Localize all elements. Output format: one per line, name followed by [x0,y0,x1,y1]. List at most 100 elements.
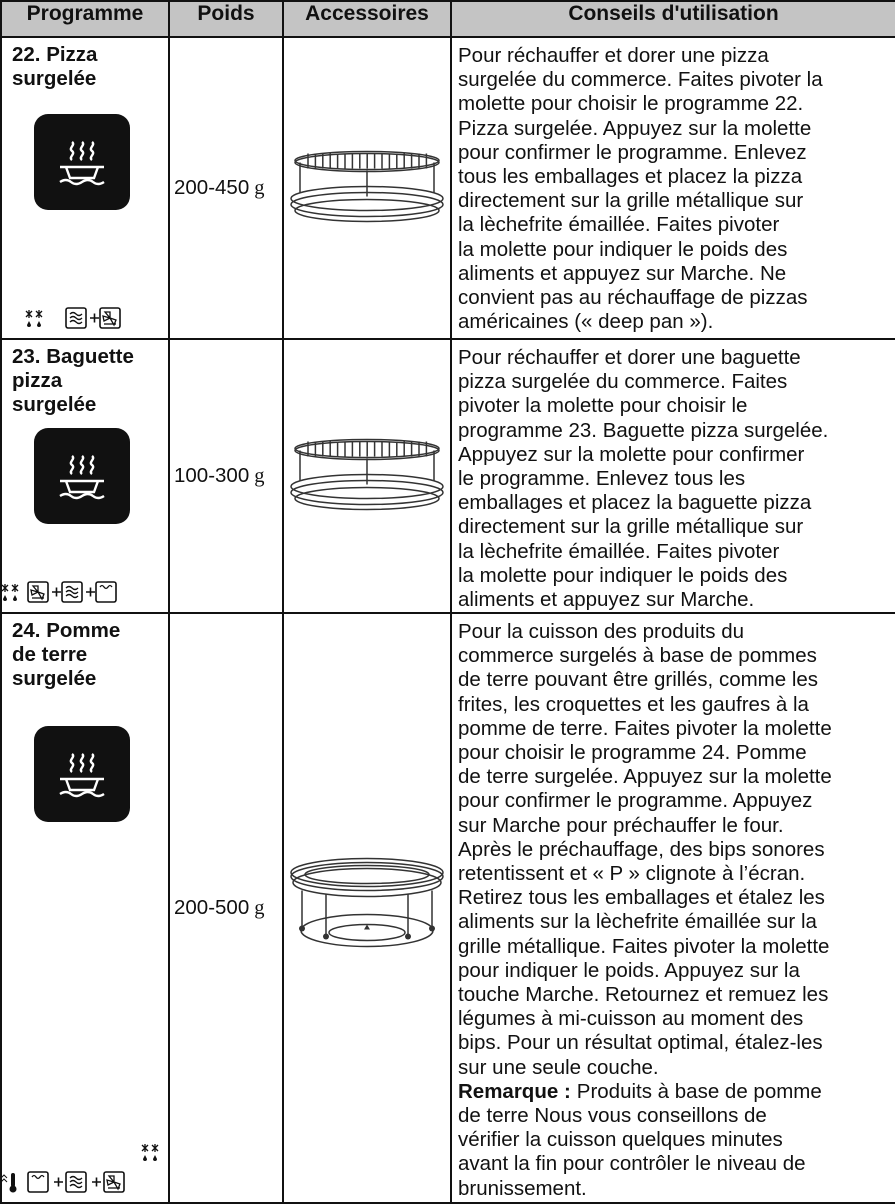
accessory [286,429,448,524]
advice-line: la molette pour indiquer le poids des [458,237,788,261]
cell: 22. Pizza surgelée [0,36,170,340]
accessory [286,851,448,966]
advice-line: Pour réchauffer et dorer une baguette [458,346,801,369]
advice-line: directement sur la grille métallique sur [458,189,804,213]
weight: 200-500 g [174,896,264,920]
advice-line: grille métallique. Faites pivoter la mol… [458,934,830,958]
programme-icon [34,114,130,210]
note-line: Remarque : Produits à base de pomme [458,1080,891,1104]
advice-line: retentissent et « P » clignote à l’écran… [458,862,806,886]
header-cell: Accessoires [282,0,452,38]
header-row: Programme Poids Accessoires Conseils d'u… [0,0,895,38]
advice-line: de terre pouvant être grillés, comme les [458,668,819,692]
advice-line: la lèchefrite émaillée. Faites pivoter [458,539,780,563]
advice-line: pour choisir le programme 24. Pomme [458,741,807,765]
weight: 200-450 g [174,176,264,200]
programme-cell: 22. Pizza surgelée [2,38,168,338]
table-body: 22. Pizza surgelée 200-450 g Pour réchauffer… [0,36,895,1204]
note-line: avant la fin pour contrôler le niveau de [458,1152,806,1176]
weight-value: 200-450 [174,176,250,199]
programme-icon-wrap [34,428,130,529]
advice-line: pomme de terre. Faites pivoter la molett… [458,716,832,740]
cell: 24. Pomme de terre surgelée [0,612,170,1204]
advice-line: sur une seule couche. [458,1055,659,1079]
advice-line: frites, les croquettes et les gaufres à … [458,692,809,716]
advice-line: Pizza surgelée. Appuyez sur la molette [458,116,812,140]
advice-line: directement sur la grille métallique sur [458,515,804,539]
accessory-cell [284,340,450,612]
programme-name-line: 23. Baguette [12,345,134,368]
cell [282,338,452,614]
weight-unit: g [254,897,265,919]
advice-line: de terre surgelée. Appuyez sur la molett… [458,765,832,789]
mode-icons [24,306,164,335]
accessory [286,141,448,236]
advice-line: molette pour choisir le programme 22. [458,92,804,116]
programme-cell: 24. Pomme de terre surgelée [2,614,168,1202]
programme-row: 23. Baguette pizza surgelée 100-300 g Pour ré… [0,338,895,614]
programme-name-line: surgelée [12,667,97,690]
programme-name: 22. Pizza surgelée [12,43,97,91]
advice-line: la lèchefrite émaillée. Faites pivoter [458,213,780,237]
advice-cell: Pour réchauffer et dorer une pizza surgel… [452,38,895,338]
cell: Pour réchauffer et dorer une baguette piz… [450,338,895,614]
programme-name-line: pizza [12,369,63,392]
programme-cell: 23. Baguette pizza surgelée [2,340,168,612]
cell [282,612,452,1204]
header-cell: Programme [0,0,170,38]
advice-line: surgelée du commerce. Faites pivoter la [458,68,823,92]
advice-line: pour indiquer le poids. Appuyez sur la [458,958,800,982]
note-line: vérifier la cuisson quelques minutes [458,1128,783,1152]
advice-line: Retirez tous les emballages et étalez le… [458,886,825,910]
note-label: Remarque : [458,1079,571,1103]
weight-unit: g [254,465,265,487]
cell [282,36,452,340]
cell: 23. Baguette pizza surgelée [0,338,170,614]
weight-value: 100-300 [174,464,250,487]
advice-line: pour confirmer le programme. Appuyez [458,789,813,813]
advice-line: Pour réchauffer et dorer une pizza [458,44,769,67]
advice-line: touche Marche. Retournez et remuez les [458,983,829,1007]
header-cell: Poids [168,0,284,38]
advice-cell: Pour réchauffer et dorer une baguette piz… [452,340,895,612]
accessory-plate [290,857,444,948]
cell: Pour la cuisson des produits du commerce … [450,612,895,1204]
advice-line: pour confirmer le programme. Enlevez [458,140,807,164]
advice-line: le programme. Enlevez tous les [458,467,746,491]
programme-icon-wrap [34,726,130,827]
advice-line: convient pas au réchauffage de pizzas [458,286,808,310]
advice-line: Appuyez sur la molette pour confirmer [458,442,805,466]
cell: 100-300 g [168,338,284,614]
programme-row: 24. Pomme de terre surgelée 200-500 g Pour la… [0,612,895,1204]
programme-icon [34,428,130,524]
advice-line: américaines (« deep pan »). [458,310,714,334]
advice-line: emballages et placez la baguette pizza [458,491,812,515]
advice-line: commerce surgelés à base de pommes [458,644,817,668]
cell: 200-500 g [168,612,284,1204]
programme-name: 23. Baguette pizza surgelée [12,345,134,417]
advice-line: sur Marche pour préchauffer le four. [458,813,784,837]
accessory-cell [284,614,450,1202]
header-cell: Conseils d'utilisation [450,0,895,38]
advice-line: aliments et appuyez sur Marche. Ne [458,261,787,285]
accessory-rack [290,150,444,223]
note-line: brunissement. [458,1176,587,1200]
advice-line: légumes à mi-cuisson au moment des [458,1007,804,1031]
weight-cell: 200-500 g [170,614,282,1202]
weight-unit: g [254,177,265,199]
advice-line: programme 23. Baguette pizza surgelée. [458,418,829,442]
programme-icon-wrap [34,114,130,215]
advice-line: Après le préchauffage, des bips sonores [458,837,825,861]
advice-line: la molette pour indiquer le poids des [458,563,788,587]
weight-cell: 200-450 g [170,38,282,338]
programme-name-line: surgelée [12,393,97,416]
note-line: de terre Nous vous conseillons de [458,1104,767,1128]
mode-icons [2,580,164,609]
mode-icons [2,1140,164,1199]
accessory-rack [290,438,444,511]
weight-value: 200-500 [174,896,250,919]
advice-line: pizza surgelée du commerce. Faites [458,370,788,394]
note-text: Produits à base de pomme [576,1079,822,1103]
accessory-cell [284,38,450,338]
